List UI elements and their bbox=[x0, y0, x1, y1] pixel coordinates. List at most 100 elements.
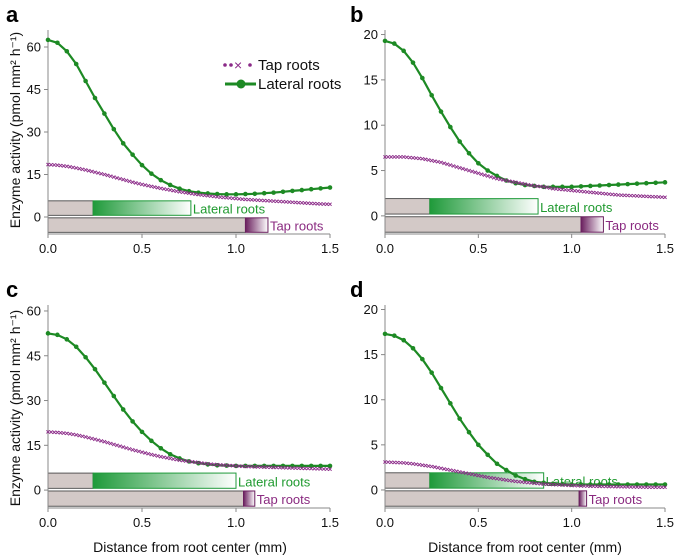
tap-point bbox=[318, 466, 323, 471]
tap-point bbox=[299, 200, 304, 205]
lateral-point bbox=[578, 184, 584, 189]
tap-point bbox=[111, 442, 116, 447]
tap-point bbox=[234, 196, 238, 201]
lateral-point bbox=[130, 419, 135, 424]
tap-point bbox=[49, 430, 54, 434]
tap-point bbox=[635, 485, 639, 489]
tap-point bbox=[659, 485, 664, 490]
tap-point bbox=[529, 480, 534, 485]
tap-point bbox=[143, 451, 148, 455]
tap-point bbox=[162, 187, 166, 191]
lateral-point bbox=[494, 461, 500, 467]
x-tick-label: 0.0 bbox=[39, 515, 57, 530]
tap-point bbox=[488, 475, 493, 480]
lateral-point bbox=[271, 190, 276, 195]
tap-point bbox=[401, 460, 406, 465]
tap-point bbox=[445, 162, 450, 167]
tap-point bbox=[426, 158, 431, 162]
lateral-point bbox=[224, 192, 229, 197]
tap-point bbox=[237, 464, 242, 469]
lateral-point bbox=[662, 180, 668, 185]
lateral-bar-label: Lateral roots bbox=[238, 474, 311, 489]
tap-point bbox=[591, 190, 596, 195]
tap-point bbox=[585, 190, 590, 194]
tap-point bbox=[495, 176, 499, 181]
tap-point bbox=[597, 191, 602, 196]
panel-letter-c: c bbox=[6, 277, 18, 302]
lateral-point bbox=[401, 48, 406, 54]
tap-point bbox=[407, 155, 412, 160]
tap-point bbox=[519, 181, 524, 186]
x-tick-label: 1.0 bbox=[227, 515, 245, 530]
tap-point bbox=[215, 194, 220, 199]
tap-point bbox=[162, 455, 166, 460]
tap-point bbox=[448, 468, 453, 473]
tap-point bbox=[594, 190, 599, 195]
tap-point bbox=[303, 466, 307, 471]
lateral-point bbox=[448, 124, 453, 130]
tap-point bbox=[68, 431, 72, 436]
tap-bar-gradient bbox=[243, 490, 256, 507]
tap-point bbox=[187, 459, 191, 464]
lateral-point bbox=[644, 180, 649, 186]
y-tick-label: 20 bbox=[364, 27, 378, 42]
lateral-point bbox=[588, 183, 593, 189]
tap-point bbox=[476, 171, 481, 176]
lateral-point bbox=[560, 481, 565, 487]
tap-point bbox=[281, 199, 285, 204]
lateral-point bbox=[504, 467, 509, 473]
y-tick-label: 15 bbox=[364, 347, 378, 362]
tap-point bbox=[274, 465, 279, 470]
tap-point bbox=[140, 450, 144, 455]
tap-point bbox=[252, 464, 257, 469]
tap-point bbox=[470, 472, 475, 477]
lateral-point bbox=[111, 126, 117, 132]
y-tick-label: 10 bbox=[364, 118, 378, 133]
tap-point bbox=[463, 471, 468, 476]
tap-point bbox=[246, 197, 251, 202]
tap-bar-label: Tap roots bbox=[589, 492, 643, 507]
tap-point bbox=[146, 451, 151, 456]
tap-point bbox=[476, 473, 481, 478]
x-tick-label: 1.5 bbox=[321, 515, 339, 530]
tap-point bbox=[246, 464, 251, 469]
tap-point bbox=[183, 190, 188, 195]
tap-point bbox=[80, 434, 85, 439]
tap-point bbox=[240, 197, 245, 202]
lateral-bar-label: Lateral roots bbox=[540, 200, 613, 215]
tap-point bbox=[209, 194, 213, 199]
tap-point bbox=[284, 465, 289, 470]
tap-point bbox=[303, 201, 307, 205]
tap-point bbox=[318, 202, 323, 206]
tap-point bbox=[610, 192, 615, 197]
tap-bar-base bbox=[384, 490, 580, 507]
lateral-point bbox=[513, 473, 518, 478]
legend-tap-label: Tap roots bbox=[258, 57, 320, 74]
tap-point bbox=[315, 466, 320, 471]
x-tick-label: 0.5 bbox=[469, 241, 487, 256]
tap-point bbox=[243, 464, 248, 469]
tap-point bbox=[133, 180, 138, 185]
series-tap-roots bbox=[383, 155, 667, 200]
tap-point bbox=[644, 485, 649, 490]
tap-point bbox=[619, 484, 624, 489]
tap-point bbox=[177, 189, 182, 194]
lateral-point bbox=[476, 160, 481, 166]
tap-point bbox=[432, 159, 437, 164]
tap-point bbox=[398, 460, 403, 465]
tap-point bbox=[395, 460, 400, 465]
tap-point bbox=[158, 454, 163, 459]
lateral-point bbox=[578, 482, 584, 487]
tap-point bbox=[510, 479, 515, 483]
y-tick-label: 15 bbox=[364, 72, 378, 87]
tap-point bbox=[579, 483, 583, 488]
y-tick-label: 10 bbox=[364, 392, 378, 407]
tap-point bbox=[252, 198, 257, 202]
tap-point bbox=[650, 194, 655, 199]
lateral-point bbox=[485, 168, 490, 173]
tap-point bbox=[321, 467, 326, 471]
tap-point bbox=[482, 173, 487, 177]
tap-point bbox=[653, 194, 658, 199]
tap-point bbox=[227, 463, 232, 468]
lateral-point bbox=[299, 187, 305, 193]
